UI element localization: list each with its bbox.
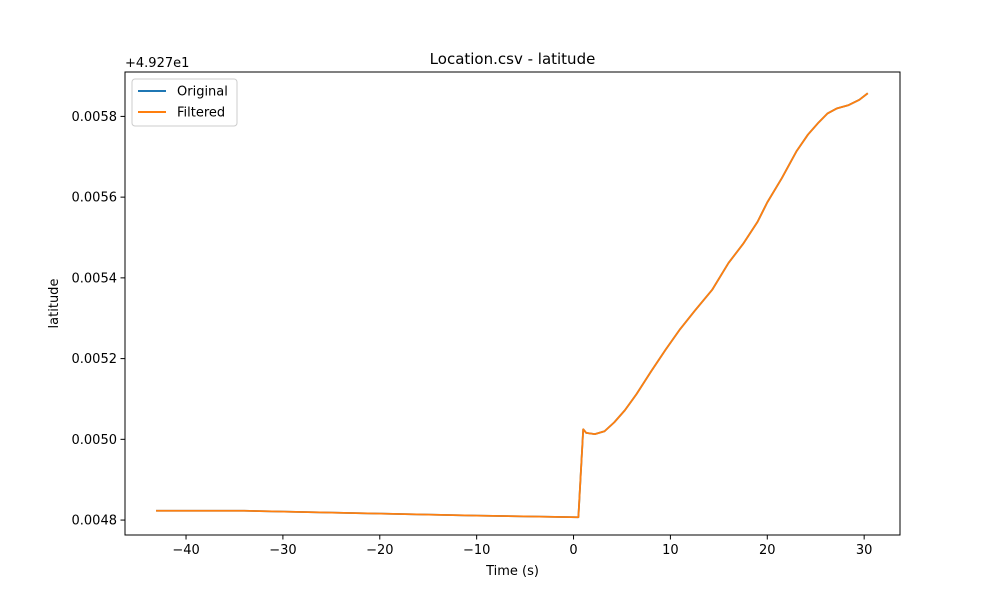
y-axis-ticks: 0.0048 0.0050 0.0052 0.0054 0.0056 0.0058: [72, 110, 125, 529]
x-tick-label: −20: [366, 543, 393, 558]
plot-area: [125, 72, 900, 535]
y-axis-label: latitude: [47, 279, 62, 329]
series-line-filtered: [156, 92, 869, 519]
x-axis-ticks: −40 −30 −20 −10 0 10 20 30: [172, 535, 872, 558]
legend-label-filtered: Filtered: [177, 106, 225, 121]
x-axis-label: Time (s): [485, 564, 539, 579]
series-layer: [156, 92, 869, 519]
y-tick-label: 0.0048: [72, 514, 118, 529]
x-tick-label: 30: [856, 543, 873, 558]
y-tick-label: 0.0052: [72, 352, 118, 367]
y-offset-label: +4.927e1: [125, 56, 189, 71]
x-tick-label: 10: [662, 543, 679, 558]
y-tick-label: 0.0054: [72, 271, 118, 286]
x-tick-label: −40: [172, 543, 199, 558]
y-tick-label: 0.0050: [72, 433, 118, 448]
x-tick-label: 0: [569, 543, 577, 558]
legend: Original Filtered: [131, 78, 238, 127]
chart-title: Location.csv - latitude: [430, 50, 596, 68]
x-tick-label: 20: [759, 543, 776, 558]
y-tick-label: 0.0058: [72, 110, 118, 125]
x-tick-label: −10: [463, 543, 490, 558]
legend-label-original: Original: [177, 85, 228, 100]
x-tick-label: −30: [269, 543, 296, 558]
plot-frame: [124, 71, 901, 536]
y-tick-label: 0.0056: [72, 191, 118, 206]
